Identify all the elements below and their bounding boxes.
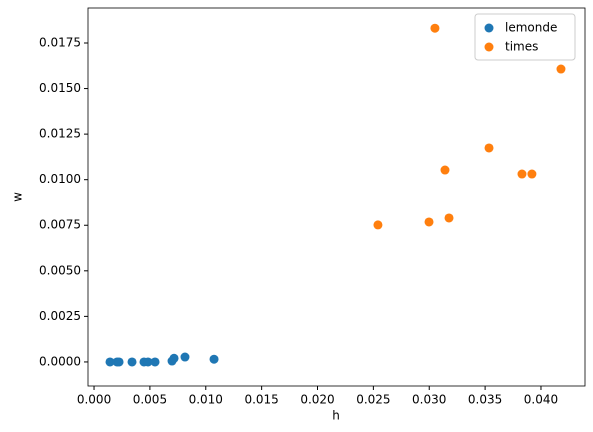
point — [444, 213, 454, 223]
point — [484, 143, 494, 153]
x-tick-label: 0.025 — [356, 393, 390, 407]
x-tick-label: 0.030 — [412, 393, 446, 407]
y-tick-label: 0.0050 — [39, 263, 81, 277]
point — [373, 220, 383, 230]
point — [556, 64, 566, 74]
x-tick-label: 0.005 — [133, 393, 167, 407]
x-tick-label: 0.040 — [524, 393, 558, 407]
point — [114, 357, 124, 367]
legend-label: lemonde — [505, 21, 557, 35]
x-tick-label: 0.015 — [244, 393, 278, 407]
point — [127, 357, 137, 367]
y-tick-label: 0.0175 — [39, 35, 81, 49]
point — [424, 217, 434, 227]
point — [430, 23, 440, 33]
point — [143, 357, 153, 367]
point — [517, 169, 527, 179]
x-axis-label: h — [332, 409, 340, 423]
y-tick-label: 0.0025 — [39, 309, 81, 323]
point — [150, 357, 160, 367]
y-tick-label: 0.0150 — [39, 81, 81, 95]
x-tick-label: 0.020 — [300, 393, 334, 407]
legend-label: times — [505, 40, 538, 54]
y-axis-label: w — [11, 192, 25, 202]
point — [209, 354, 219, 364]
y-tick-label: 0.0000 — [39, 354, 81, 368]
x-tick-label: 0.010 — [189, 393, 223, 407]
legend-box — [474, 13, 576, 61]
y-tick-label: 0.0100 — [39, 172, 81, 186]
plot-frame — [87, 7, 586, 387]
point — [105, 357, 115, 367]
point — [527, 169, 537, 179]
x-tick-label: 0.035 — [468, 393, 502, 407]
y-tick-label: 0.0075 — [39, 218, 81, 232]
x-tick-label: 0.000 — [77, 393, 111, 407]
point — [440, 165, 450, 175]
y-tick-label: 0.0125 — [39, 127, 81, 141]
point — [169, 353, 179, 363]
legend-marker — [484, 23, 494, 33]
point — [180, 352, 190, 362]
legend-marker — [484, 42, 494, 52]
